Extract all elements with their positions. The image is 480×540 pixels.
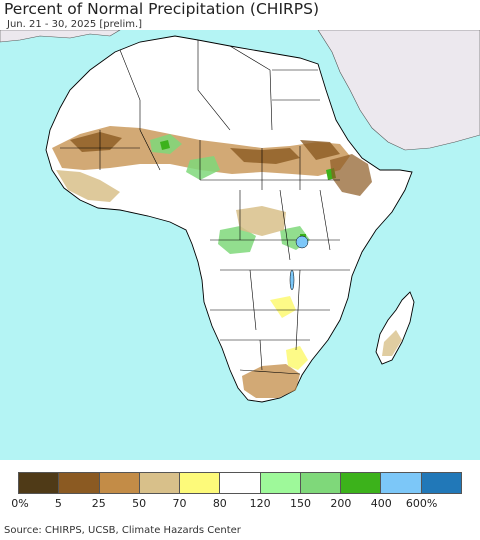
legend-swatch [421,473,461,493]
legend-tick-label: 600% [405,497,438,510]
legend-swatch [341,473,382,493]
legend-tick-label: 400 [370,497,392,510]
legend-colorbar [18,472,462,494]
arabian-peninsula-land [317,30,480,151]
country-borders [60,40,350,375]
map-subtitle: Jun. 21 - 30, 2025 [prelim.] [7,19,143,30]
madagascar-dry-zone [382,330,402,356]
west-africa-coast-dry [56,170,120,202]
legend-tick-label: 0% [11,497,29,510]
legend-tick-label: 150 [290,497,312,510]
legend-swatch [220,473,261,493]
legend-tick-label: 5 [54,497,62,510]
southern-africa-yellow-zone [270,296,308,370]
southern-africa-dry-zone [242,364,300,398]
africa-land [45,35,413,403]
central-africa-dry-zone [236,206,286,236]
legend-tick-label: 50 [132,497,147,510]
legend-swatch [180,473,221,493]
legend-tick-label: 200 [330,497,352,510]
lake-victoria [295,235,309,249]
central-africa-wet-patches [150,134,310,254]
map-title: Percent of Normal Precipitation (CHIRPS) [4,0,320,18]
legend-swatch [260,473,301,493]
legend-swatch [300,473,342,493]
legend-swatch [59,473,100,493]
lake-tanganyika [289,269,295,291]
africa-map-svg [0,30,480,403]
legend-swatch [19,473,60,493]
legend-swatch [381,473,422,493]
ethiopia-dry-zone [330,154,372,196]
legend-tick-label: 120 [249,497,271,510]
legend-tick-label: 70 [172,497,187,510]
precipitation-map [0,30,480,460]
legend-tick-label: 80 [212,497,227,510]
legend-tick-label: 25 [91,497,106,510]
europe-land [0,30,121,43]
legend-swatch [139,473,181,493]
sahel-very-dry-patches [70,132,340,164]
madagascar-land [375,291,415,365]
source-credit: Source: CHIRPS, UCSB, Climate Hazards Ce… [4,525,241,536]
legend-swatch [99,473,140,493]
legend-tick-labels: 0% 5 25 50 70 80 120 150 200 400 600% [0,497,480,511]
